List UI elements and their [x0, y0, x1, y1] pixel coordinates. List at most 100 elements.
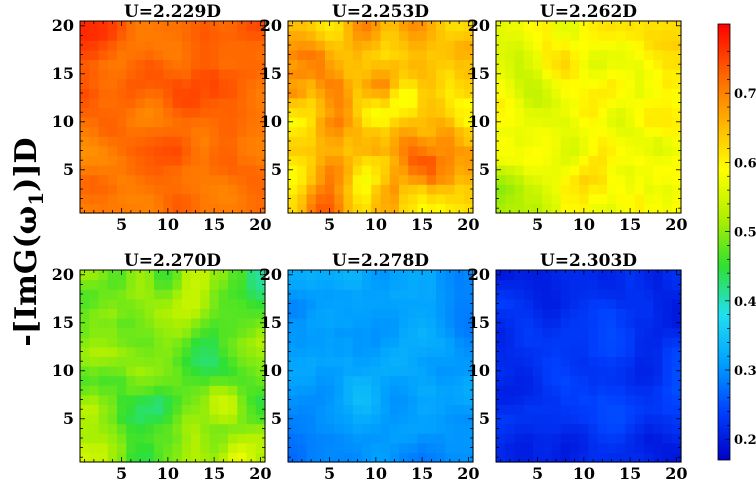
heatmap-cell	[200, 203, 211, 214]
heatmap-cell	[380, 174, 391, 185]
heatmap-cell	[417, 394, 428, 405]
heatmap-cell	[542, 88, 553, 99]
heatmap-cell	[634, 59, 645, 70]
heatmap-cell	[237, 155, 248, 166]
heatmap-cell	[163, 145, 174, 156]
heatmap-cell	[343, 145, 354, 156]
heatmap-cell	[570, 298, 580, 309]
heatmap-cell	[523, 165, 534, 176]
heatmap-cell	[181, 423, 192, 434]
heatmap-cell	[505, 318, 516, 329]
heatmap-cell	[505, 414, 516, 425]
heatmap-cell	[560, 88, 571, 99]
heatmap-cell	[200, 136, 211, 147]
heatmap-cell	[352, 308, 363, 319]
heatmap-cell	[315, 203, 326, 214]
heatmap-cell	[653, 394, 664, 405]
heatmap-cell	[191, 49, 201, 60]
heatmap-cell	[542, 174, 553, 185]
heatmap-cell	[80, 78, 90, 89]
heatmap-cell	[297, 117, 308, 128]
heatmap-cell	[570, 30, 580, 41]
heatmap-cell	[399, 136, 409, 147]
heatmap-cell	[288, 155, 298, 166]
heatmap-cell	[172, 279, 183, 290]
heatmap-cell	[288, 298, 298, 309]
heatmap-cell	[644, 394, 654, 405]
heatmap-cell	[246, 452, 257, 463]
heatmap-cell	[380, 346, 391, 357]
heatmap-cell	[352, 136, 363, 147]
heatmap-cell	[107, 88, 118, 99]
heatmap-cell	[218, 165, 229, 176]
heatmap-cell	[191, 394, 201, 405]
heatmap-cell	[325, 174, 335, 185]
heatmap-cell	[463, 346, 474, 357]
heatmap-cell	[89, 40, 100, 51]
heatmap-cell	[89, 59, 100, 70]
heatmap-cell	[135, 318, 146, 329]
heatmap-cell	[454, 184, 465, 195]
heatmap-cell	[306, 289, 317, 300]
y-tick-label: 20	[260, 16, 282, 35]
heatmap-cell	[417, 30, 428, 41]
heatmap-cell	[218, 69, 229, 80]
heatmap-cell	[653, 270, 664, 281]
heatmap-cell	[200, 346, 211, 357]
heatmap-cell	[445, 270, 456, 281]
heatmap-cell	[191, 308, 201, 319]
heatmap-cell	[255, 174, 266, 185]
heatmap-cell	[117, 78, 127, 89]
heatmap-cell	[445, 59, 456, 70]
heatmap-cell	[653, 452, 664, 463]
heatmap-cell	[408, 346, 419, 357]
heatmap-cell	[445, 117, 456, 128]
heatmap-cell	[371, 88, 382, 99]
heatmap-cell	[588, 203, 599, 214]
heatmap-cell	[560, 337, 571, 348]
panel-title: U=2.253D	[332, 2, 429, 22]
heatmap-cell	[426, 145, 437, 156]
heatmap-cell	[255, 40, 266, 51]
heatmap-cell	[570, 126, 580, 137]
heatmap-cell	[209, 136, 220, 147]
heatmap-cell	[135, 88, 146, 99]
heatmap-cell	[135, 165, 146, 176]
heatmap-cell	[644, 423, 654, 434]
heatmap-cell	[426, 289, 437, 300]
heatmap-cell	[352, 155, 363, 166]
heatmap-cell	[117, 59, 127, 70]
heatmap-cell	[209, 117, 220, 128]
heatmap-cell	[181, 49, 192, 60]
heatmap-cell	[144, 375, 155, 386]
heatmap-cell	[644, 203, 654, 214]
heatmap-cell	[607, 298, 617, 309]
heatmap-cell	[454, 97, 465, 108]
heatmap-cell	[417, 78, 428, 89]
heatmap-cell	[89, 308, 100, 319]
heatmap-cell	[616, 136, 627, 147]
heatmap-cell	[560, 279, 571, 290]
heatmap-cell	[408, 59, 419, 70]
heatmap-cell	[551, 318, 562, 329]
heatmap-cell	[625, 356, 636, 367]
heatmap-cell	[533, 126, 543, 137]
heatmap-cell	[436, 414, 446, 425]
heatmap-cell	[237, 145, 248, 156]
heatmap-cell	[246, 366, 257, 377]
heatmap-cell	[588, 366, 599, 377]
heatmap-cell	[334, 184, 345, 195]
heatmap-cell	[237, 270, 248, 281]
heatmap-cell	[107, 289, 118, 300]
heatmap-cell	[200, 193, 211, 204]
heatmap-cell	[653, 193, 664, 204]
heatmap-cell	[463, 59, 474, 70]
heatmap-cell	[454, 145, 465, 156]
y-tick-label: 5	[63, 160, 74, 179]
heatmap-cell	[172, 298, 183, 309]
heatmap-cell	[454, 375, 465, 386]
heatmap-cell	[408, 366, 419, 377]
heatmap-cell	[607, 279, 617, 290]
heatmap-cell	[98, 78, 109, 89]
heatmap-cell	[218, 30, 229, 41]
